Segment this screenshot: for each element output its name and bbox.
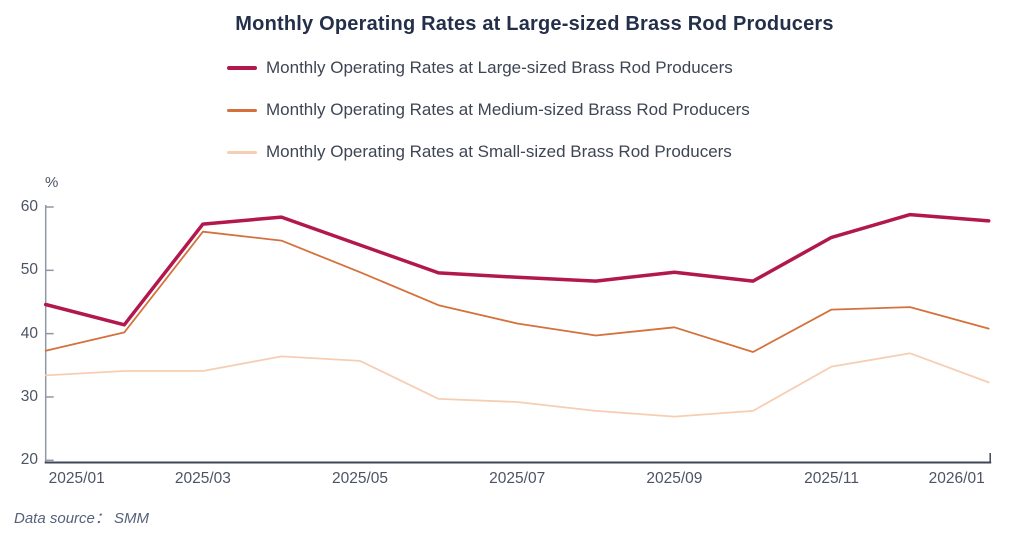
legend-label: Monthly Operating Rates at Large-sized B… bbox=[266, 58, 733, 77]
x-axis-label: 2025/01 bbox=[48, 470, 105, 487]
legend-label: Monthly Operating Rates at Medium-sized … bbox=[266, 100, 750, 119]
legend-line-swatch-small bbox=[227, 150, 257, 154]
y-axis-label: 30 bbox=[20, 387, 38, 405]
legend-label: Monthly Operating Rates at Small-sized B… bbox=[266, 142, 732, 161]
y-axis-label: 40 bbox=[20, 324, 38, 342]
y-axis-label: 60 bbox=[20, 198, 38, 215]
x-axis-label: 2025/09 bbox=[646, 470, 703, 487]
x-axis-label: 2025/05 bbox=[332, 470, 389, 487]
series-line-small-producers bbox=[44, 352, 990, 418]
x-axis-label: 2025/11 bbox=[804, 470, 859, 487]
x-axis-label: 2025/03 bbox=[174, 470, 231, 487]
legend-item-large-producers[interactable]: Monthly Operating Rates at Large-sized B… bbox=[227, 57, 750, 79]
x-axis-label: 2026/01 bbox=[928, 470, 985, 487]
series-line-large-producers bbox=[43, 212, 991, 327]
legend: Monthly Operating Rates at Large-sized B… bbox=[227, 57, 750, 183]
legend-line-swatch-medium bbox=[227, 108, 257, 112]
legend-item-small-producers[interactable]: Monthly Operating Rates at Small-sized B… bbox=[227, 141, 750, 163]
legend-item-medium-producers[interactable]: Monthly Operating Rates at Medium-sized … bbox=[227, 99, 750, 121]
y-axis-label: 50 bbox=[20, 261, 38, 279]
series-line-medium-producers bbox=[44, 230, 990, 353]
x-axis-label: 2025/07 bbox=[489, 470, 546, 487]
data-source-note: Data source： SMM bbox=[14, 510, 150, 527]
legend-line-swatch-large bbox=[227, 66, 257, 70]
chart-title: Monthly Operating Rates at Large-sized B… bbox=[235, 13, 834, 35]
y-axis-label: 20 bbox=[20, 451, 38, 469]
y-axis-unit-label: % bbox=[45, 174, 59, 191]
